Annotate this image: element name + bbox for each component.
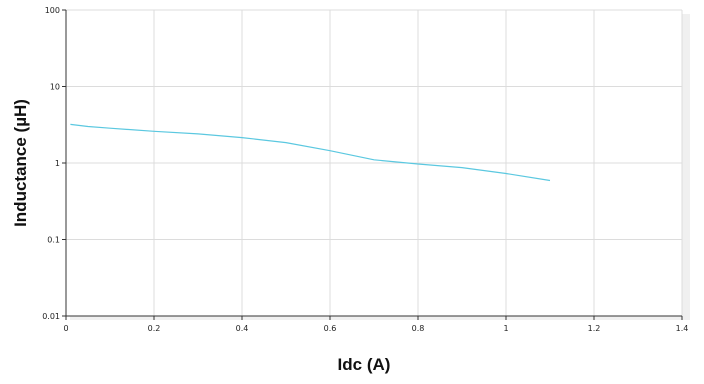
x-tick-label-1: 0.2: [148, 324, 161, 333]
x-tick-label-7: 1.4: [676, 324, 689, 333]
x-tick-label-4: 0.8: [412, 324, 425, 333]
y-tick-label-1: 0.1: [47, 236, 60, 245]
x-tick-label-6: 1.2: [588, 324, 601, 333]
x-tick-label-2: 0.4: [236, 324, 249, 333]
y-tick-label-4: 100: [45, 6, 60, 15]
series-line-0: [70, 123, 551, 182]
x-tick-label-3: 0.6: [324, 324, 337, 333]
x-tick-label-5: 1: [503, 324, 508, 333]
y-tick-label-2: 1: [55, 159, 60, 168]
tick-labels: 0 0.2 0.4 0.6 0.8 1 1.2 1.4 0.01 0.1 1 10 100: [42, 6, 688, 333]
data-series: [70, 123, 551, 182]
y-tick-label-3: 10: [50, 83, 60, 92]
x-tick-label-0: 0: [63, 324, 68, 333]
grid-lines: [66, 9, 683, 316]
y-axis-title: Inductance (µH): [11, 99, 30, 227]
x-axis-title: Idc (A): [338, 355, 391, 374]
y-tick-label-0: 0.01: [42, 312, 60, 321]
axes: [62, 9, 683, 320]
